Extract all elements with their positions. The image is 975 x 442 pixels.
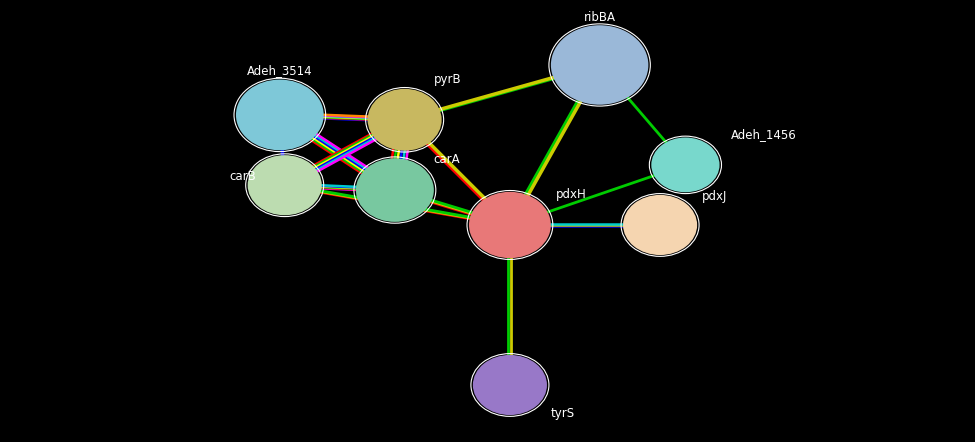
Ellipse shape [368, 89, 442, 151]
Text: tyrS: tyrS [551, 407, 575, 420]
Ellipse shape [651, 137, 720, 192]
Ellipse shape [236, 80, 324, 150]
Ellipse shape [356, 158, 434, 222]
Ellipse shape [623, 195, 697, 255]
Text: carB: carB [229, 170, 255, 183]
Ellipse shape [473, 355, 547, 415]
Text: pyrB: pyrB [434, 73, 461, 86]
Ellipse shape [248, 155, 322, 215]
Text: Adeh_3514: Adeh_3514 [247, 64, 313, 77]
Ellipse shape [469, 192, 551, 258]
Ellipse shape [551, 25, 648, 105]
Text: pdxJ: pdxJ [702, 190, 727, 203]
Text: carA: carA [434, 152, 460, 166]
Text: pdxH: pdxH [556, 188, 587, 201]
Text: ribBA: ribBA [584, 11, 615, 24]
Text: Adeh_1456: Adeh_1456 [731, 128, 797, 141]
